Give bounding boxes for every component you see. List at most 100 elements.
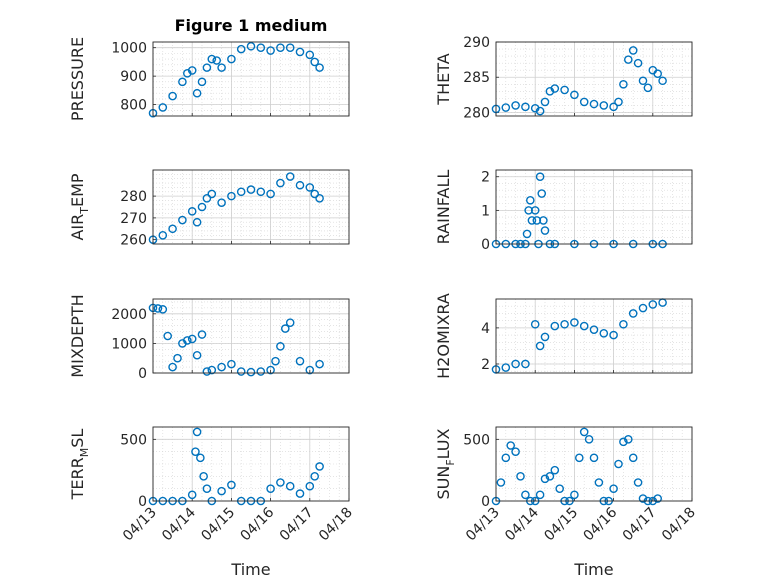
data-point [550, 465, 560, 475]
y-tick-label: 4 [481, 321, 490, 337]
data-point [530, 319, 540, 329]
data-point [168, 224, 177, 234]
data-point [516, 472, 525, 481]
data-point [227, 480, 236, 490]
y-tick-label: 1000 [111, 41, 147, 57]
data-point [599, 328, 609, 338]
panel-theta: 280 285 290 THETA [434, 35, 693, 121]
data-point [207, 189, 217, 199]
data-point [527, 216, 537, 225]
x-axis-label-right: Time [573, 560, 613, 579]
data-point [521, 359, 530, 369]
y-tick-label: 900 [120, 69, 147, 85]
data-point [589, 325, 599, 334]
data-point [271, 356, 280, 366]
y-tick-label: 270 [120, 211, 147, 227]
data-point [643, 83, 653, 93]
data-point [227, 191, 236, 201]
data-point [624, 435, 633, 444]
data-point [560, 319, 569, 329]
data-point [648, 300, 658, 309]
data-point [614, 459, 623, 469]
data-point [246, 185, 256, 194]
data-point [530, 206, 540, 215]
data-point [158, 103, 168, 112]
data-point [236, 187, 246, 197]
data-point [202, 63, 212, 72]
data-point [305, 50, 315, 60]
figure-title: Figure 1 medium [175, 16, 328, 35]
data-point [178, 215, 187, 225]
data-point [202, 484, 212, 493]
data-point [589, 453, 599, 463]
data-point [217, 63, 226, 72]
data-point [168, 362, 177, 372]
data-point [579, 427, 589, 437]
data-point [628, 309, 638, 318]
data-point [315, 359, 324, 369]
data-point [266, 46, 275, 55]
data-point [158, 230, 168, 240]
data-point [599, 101, 609, 110]
axes-frame [152, 41, 350, 117]
data-point [305, 481, 315, 491]
data-point [310, 189, 320, 199]
data-point [638, 494, 648, 503]
data-point [545, 472, 555, 481]
data-point [653, 494, 663, 503]
data-point [638, 76, 648, 86]
data-point [280, 324, 290, 333]
y-tick-label: 0 [138, 366, 147, 382]
data-point [550, 84, 560, 93]
data-point [579, 321, 589, 331]
data-markers [148, 303, 324, 377]
panel-pressure: 800 900 1000 PRESSURE [68, 37, 350, 121]
y-axis-label: TERRMSL [68, 429, 91, 501]
y-tick-label: 2000 [111, 307, 147, 323]
data-markers [491, 427, 663, 506]
data-point [609, 484, 618, 493]
data-point [628, 46, 638, 55]
data-point [217, 362, 226, 372]
y-tick-label: 0 [138, 494, 147, 510]
data-point [207, 54, 217, 64]
data-point [589, 99, 599, 109]
data-point [276, 43, 285, 52]
data-point [227, 359, 236, 369]
y-axis-label: SUNFLUX [434, 428, 457, 499]
y-tick-label: 500 [120, 432, 147, 448]
data-point [305, 365, 315, 375]
data-point [191, 447, 200, 456]
data-point [197, 202, 207, 212]
data-point [501, 103, 511, 112]
data-point [207, 365, 217, 375]
data-point [187, 490, 197, 500]
data-point [315, 193, 324, 203]
data-point [246, 41, 256, 51]
data-point [305, 183, 315, 192]
data-point [609, 330, 618, 340]
data-point [199, 472, 208, 481]
axes-frame [495, 169, 693, 245]
data-markers [148, 172, 324, 244]
data-point [197, 330, 207, 339]
data-point [633, 478, 643, 487]
data-point [266, 365, 275, 375]
data-point [540, 226, 550, 235]
data-point [187, 207, 197, 216]
panel-rainfall: 0 1 2 RAINFALL [434, 169, 693, 253]
data-point [285, 318, 295, 327]
data-point [619, 79, 628, 89]
data-point [192, 88, 202, 98]
data-point [619, 437, 628, 447]
data-point [579, 97, 589, 107]
axes-frame [495, 426, 693, 502]
data-point [539, 216, 548, 225]
data-point [276, 342, 285, 351]
data-point [178, 77, 187, 87]
data-point [511, 447, 520, 456]
y-tick-label: 1 [481, 203, 490, 219]
data-point [511, 359, 520, 369]
data-point [638, 303, 648, 313]
